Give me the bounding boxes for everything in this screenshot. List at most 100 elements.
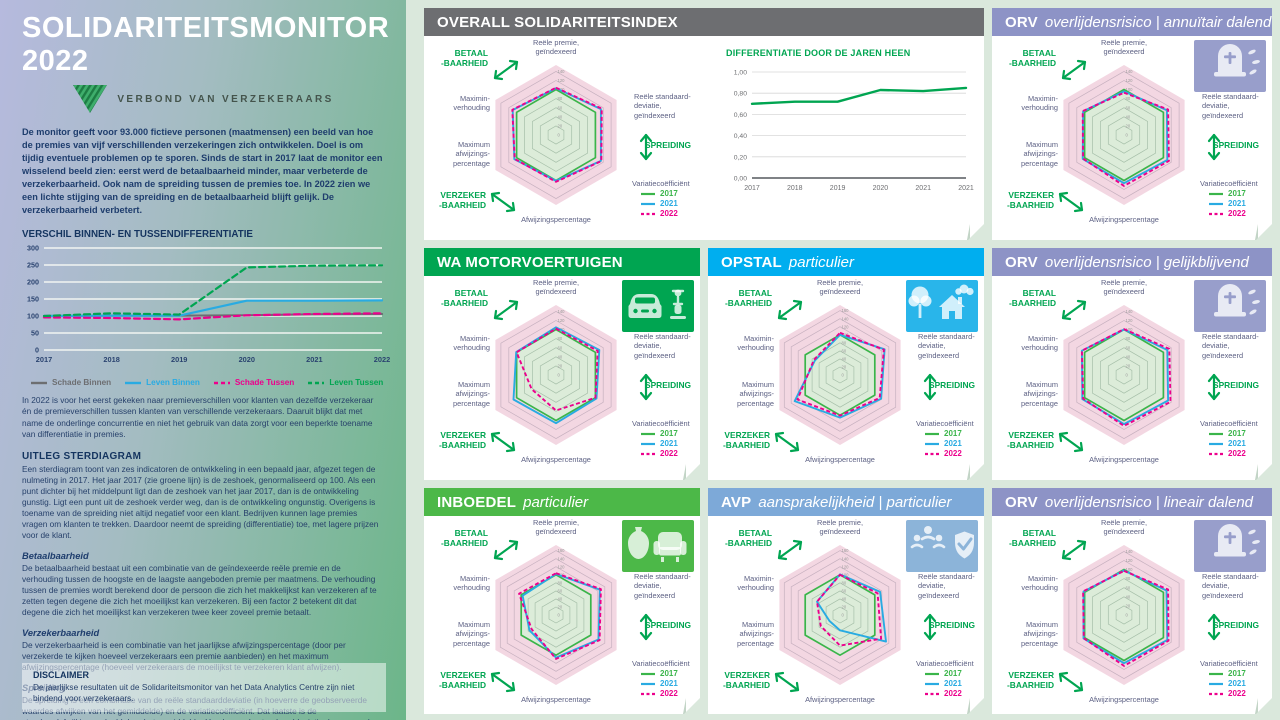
group-label-verzekerbaarheid: VERZEKER -BAARHEID xyxy=(439,670,486,690)
svg-text:140: 140 xyxy=(842,556,850,561)
panel-header: OPSTAL particulier xyxy=(708,248,984,276)
svg-text:0: 0 xyxy=(1126,613,1129,618)
betaal-arrow-icon xyxy=(493,299,519,321)
legend-year: 2021 xyxy=(1228,679,1246,688)
radar-chart-orv-lineair: 0 20 40 60 80 100 120 140 xyxy=(1063,545,1185,685)
legend-swatch xyxy=(925,452,939,455)
svg-text:40: 40 xyxy=(842,357,847,362)
panel-icon-box xyxy=(1194,520,1266,572)
svg-text:60: 60 xyxy=(1126,345,1131,350)
svg-text:160: 160 xyxy=(558,548,566,553)
panel-header: OVERALL SOLIDARITEITSINDEX xyxy=(424,8,984,36)
legend-year: 2021 xyxy=(1228,199,1246,208)
svg-text:0: 0 xyxy=(558,133,561,138)
svg-text:60: 60 xyxy=(558,345,563,350)
axis-label-standaarddeviatie: Reële standaard- deviatie, geïndexeerd xyxy=(634,572,691,600)
group-label-verzekerbaarheid: VERZEKER -BAARHEID xyxy=(723,670,770,690)
panel-body: Reële premie, geïndexeerd Reële standaard… xyxy=(424,516,700,714)
axis-label-maximin-verhouding: Maximin- verhouding xyxy=(1021,334,1058,353)
paragraph-2022: In 2022 is voor het eerst gekeken naar p… xyxy=(22,395,374,439)
radar-legend: 2017 2021 2022 xyxy=(640,669,678,698)
legend-year: 2017 xyxy=(660,429,678,438)
svg-text:40: 40 xyxy=(558,354,563,359)
group-label-spreiding: SPREIDING xyxy=(645,380,692,390)
axis-label-maximum-afwijzingspercentage: Maximum afwijzings- percentage xyxy=(1021,380,1058,408)
svg-text:100: 100 xyxy=(27,312,39,321)
svg-text:140: 140 xyxy=(1126,69,1134,74)
svg-text:0: 0 xyxy=(1126,133,1129,138)
legend-swatch xyxy=(1209,672,1223,675)
svg-text:40: 40 xyxy=(1126,354,1131,359)
legend-item: 2021 xyxy=(640,679,678,688)
spreiding-arrow-icon xyxy=(639,373,653,401)
radar-block: Reële premie, geïndexeerd Reële standaard… xyxy=(996,276,1276,480)
svg-text:80: 80 xyxy=(558,336,563,341)
axis-label-maximin-verhouding: Maximin- verhouding xyxy=(453,574,490,593)
svg-text:120: 120 xyxy=(1126,78,1134,83)
panel-header: ORV overlijdensrisico | lineair dalend xyxy=(992,488,1272,516)
radar-block: Reële premie, geïndexeerd Reële standaard… xyxy=(428,516,708,714)
svg-text:0: 0 xyxy=(35,346,39,355)
panel-body: Reële premie, geïndexeerd Reële standaard… xyxy=(708,516,984,714)
svg-text:0: 0 xyxy=(558,613,561,618)
panel-opstal: OPSTAL particulier Reële premie, geïndexee… xyxy=(708,248,984,480)
betaal-arrow-icon xyxy=(493,59,519,81)
intro-paragraph: De monitor geeft voor 93.000 fictieve pe… xyxy=(22,127,383,216)
svg-text:140: 140 xyxy=(842,316,850,321)
axis-label-variatiecoefficient: Variatiecoëfficiënt xyxy=(632,179,690,188)
radar-chart-avp: 0 20 40 60 80 100 120 140 160 xyxy=(779,545,901,685)
svg-text:100: 100 xyxy=(842,572,850,577)
panel-header: INBOEDEL particulier xyxy=(424,488,700,516)
legend-item: 2021 xyxy=(640,439,678,448)
legend-item: 2017 xyxy=(1208,669,1246,678)
group-label-spreiding: SPREIDING xyxy=(645,140,692,150)
axis-label-afwijzingspercentage: Afwijzingspercentage xyxy=(805,695,875,704)
svg-text:100: 100 xyxy=(1126,327,1134,332)
svg-text:20: 20 xyxy=(1126,604,1131,609)
group-label-betaalbaarheid: BETAAL -BAARHEID xyxy=(1009,528,1056,548)
axis-label-afwijzingspercentage: Afwijzingspercentage xyxy=(1089,455,1159,464)
svg-text:2017: 2017 xyxy=(744,185,760,192)
panel-orv-lineair: ORV overlijdensrisico | lineair dalend Reë… xyxy=(992,488,1272,714)
legend-swatch xyxy=(1209,192,1223,195)
legend-swatch xyxy=(641,192,655,195)
axis-label-variatiecoefficient: Variatiecoëfficiënt xyxy=(632,659,690,668)
betaal-arrow-icon xyxy=(777,539,803,561)
radar-block: Reële premie, geïndexeerd Reële standaard… xyxy=(712,276,992,480)
legend-item: 2017 xyxy=(1208,189,1246,198)
disclaimer-title: DISCLAIMER xyxy=(33,669,89,680)
svg-text:100: 100 xyxy=(1126,87,1134,92)
radar-chart-orv-annuitair: 0 20 40 60 80 100 120 140 xyxy=(1063,65,1185,205)
legend-year: 2017 xyxy=(1228,189,1246,198)
legend-year: 2017 xyxy=(1228,669,1246,678)
legend-swatch xyxy=(641,692,655,695)
verzeker-arrow-icon xyxy=(490,191,516,213)
legend-swatch xyxy=(125,381,142,385)
group-label-betaalbaarheid: BETAAL -BAARHEID xyxy=(725,528,772,548)
svg-text:80: 80 xyxy=(1126,576,1131,581)
legend-item: 2022 xyxy=(640,449,678,458)
axis-label-standaarddeviatie: Reële standaard- deviatie, geïndexeerd xyxy=(918,332,975,360)
tombstone-icon xyxy=(1214,284,1260,317)
axis-label-premie: Reële premie, geïndexeerd xyxy=(816,518,863,537)
legend-item: 2022 xyxy=(1208,689,1246,698)
svg-text:120: 120 xyxy=(558,564,566,569)
axis-label-afwijzingspercentage: Afwijzingspercentage xyxy=(521,695,591,704)
svg-text:300: 300 xyxy=(27,244,39,253)
axis-label-standaarddeviatie: Reële standaard- deviatie, geïndexeerd xyxy=(918,572,975,600)
family-shield-icon xyxy=(910,526,974,559)
panel-body: Reële premie, geïndexeerd Reële standaard… xyxy=(424,36,984,240)
legend-item: 2022 xyxy=(640,689,678,698)
svg-text:160: 160 xyxy=(842,308,850,313)
legend-year: 2021 xyxy=(660,679,678,688)
svg-text:40: 40 xyxy=(1126,114,1131,119)
verzeker-arrow-icon xyxy=(774,671,800,693)
axis-label-standaarddeviatie: Reële standaard- deviatie, geïndexeerd xyxy=(634,332,691,360)
betaal-arrow-icon xyxy=(493,539,519,561)
group-label-verzekerbaarheid: VERZEKER -BAARHEID xyxy=(439,190,486,210)
panel-header: ORV overlijdensrisico | gelijkblijvend xyxy=(992,248,1272,276)
svg-text:160: 160 xyxy=(842,548,850,553)
uitleg-heading: UITLEG STERDIAGRAM xyxy=(22,450,142,462)
panel-wa-motorvoertuigen: WA MOTORVOERTUIGEN Reële premie, geïndexe… xyxy=(424,248,700,480)
